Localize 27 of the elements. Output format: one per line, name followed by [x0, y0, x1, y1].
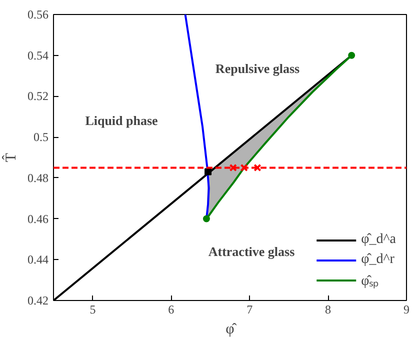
y-tick-label: 0.48 [28, 170, 48, 185]
point [348, 52, 356, 59]
x-tick-label: 8 [325, 302, 332, 316]
annotation: Repulsive glass [215, 61, 300, 76]
y-tick-label: 0.52 [28, 89, 48, 104]
y-tick-label: 0.54 [28, 48, 48, 62]
y-tick-label: 0.56 [28, 8, 48, 22]
y-tick-label: 0.5 [34, 130, 48, 144]
x-tick-label: 9 [404, 302, 410, 316]
x-axis-title: φ̂ [226, 322, 238, 338]
x-tick-label: 7 [246, 302, 253, 316]
y-axis-title: T̂ [2, 152, 20, 162]
legend-label: φ̂_d^a [361, 232, 396, 248]
y-tick-label: 0.46 [28, 212, 48, 226]
legend-label: φ̂ₛₚ [361, 273, 380, 290]
legend-label: φ̂_d^r [361, 252, 394, 268]
annotation: Attractive glass [208, 244, 295, 259]
annotation: Liquid phase [85, 113, 158, 128]
x-tick-label: 5 [90, 302, 96, 316]
y-tick-label: 0.44 [28, 252, 48, 267]
point [240, 164, 248, 172]
point [254, 164, 262, 172]
x-tick-label: 6 [168, 302, 174, 316]
point [204, 168, 212, 176]
y-tick-label: 0.42 [28, 294, 48, 308]
point [229, 164, 237, 172]
point [202, 215, 210, 222]
